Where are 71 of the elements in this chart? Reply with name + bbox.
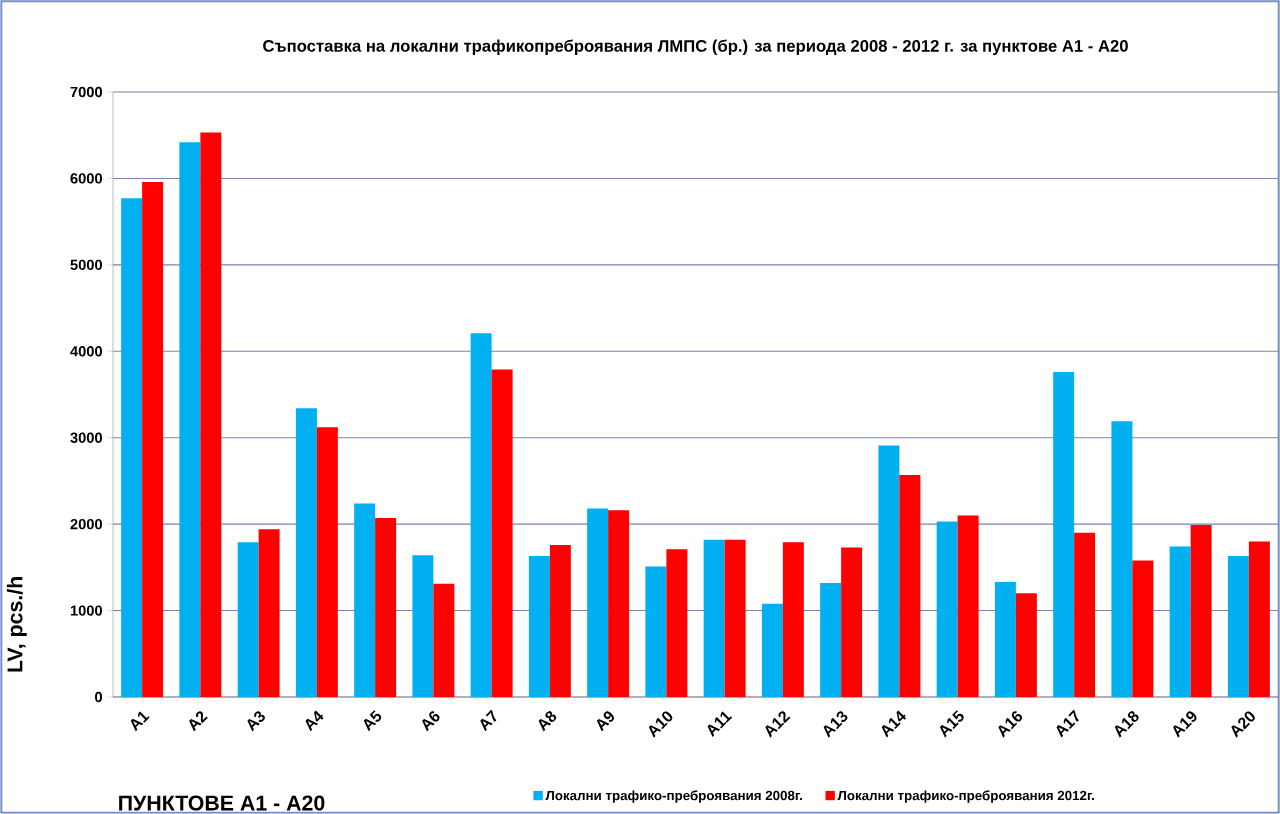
bar [957,515,979,697]
x-tick-label: A20 [1231,711,1255,738]
x-tick-label: A4 [305,710,324,732]
bar [258,529,280,697]
bar [549,544,571,697]
bar [316,427,338,697]
y-tick-label: 4000 [70,346,102,357]
bar [1074,532,1096,697]
y-tick-label: 3000 [70,432,102,443]
bar [237,542,259,697]
bar [354,503,376,697]
bar [528,556,550,697]
bar [761,603,783,697]
bar [587,508,609,697]
y-tick-label: 0 [95,691,102,703]
bar [412,555,434,697]
bar [295,408,317,697]
bar [666,549,688,697]
bar [899,474,921,697]
bar [470,333,492,697]
legend-label: Локални трафико-преброявания 2008г. [545,790,802,803]
x-tick-label: A5 [363,710,382,732]
x-tick-label: A11 [707,711,733,737]
bar [375,518,397,697]
y-tick-label: 2000 [70,518,102,530]
bar [1190,525,1212,697]
y-tick-label: 6000 [70,173,102,184]
bar [820,582,842,697]
bar [1111,421,1133,697]
x-axis-title: ПУНКТОВЕ А1 - А20 [119,795,325,811]
x-tick-label: A9 [596,711,614,732]
bar [433,583,455,697]
bar [936,521,958,697]
x-tick-label: A7 [480,709,497,732]
bar [608,510,630,697]
x-tick-label: A12 [765,711,791,738]
y-axis-title: LV, pcs./h [6,577,27,672]
bar [1227,556,1249,697]
x-tick-label: A19 [1173,711,1197,738]
x-tick-label: A13 [823,711,848,738]
bar [1053,372,1075,697]
chart-title: Съпоставка на локални трафикопреброявания ЛМПС (бр.) за периода 2008 - 2012 г. за пунктове А1 - А20 [263,39,1128,56]
bar [994,582,1016,697]
bar [1015,593,1037,697]
x-tick-label: A1 [130,711,150,732]
x-tick-label: A3 [247,711,265,732]
bar [841,547,863,697]
bar [179,142,201,697]
y-tick-label: 1000 [70,605,102,616]
bar [878,445,900,697]
bar [200,132,222,697]
legend-label: Локални трафико-преброявания 2012г. [837,790,1094,803]
x-tick-label: A6 [422,711,440,732]
bar [1169,546,1191,697]
bar [1248,541,1270,697]
y-tick-label: 7000 [70,86,102,98]
bar [724,539,746,697]
bar [703,539,725,697]
bar [491,369,513,697]
y-tick-label: 5000 [70,259,102,271]
x-tick-label: A8 [538,711,557,732]
x-tick-label: A18 [1114,711,1139,738]
x-tick-label: A15 [940,710,964,738]
x-tick-label: A16 [998,711,1023,738]
bar [1132,560,1154,697]
x-tick-label: A2 [189,711,208,732]
bar [142,181,164,697]
bar [645,566,667,697]
x-tick-label: A10 [648,711,673,738]
bar [121,198,143,697]
bar [782,542,804,697]
